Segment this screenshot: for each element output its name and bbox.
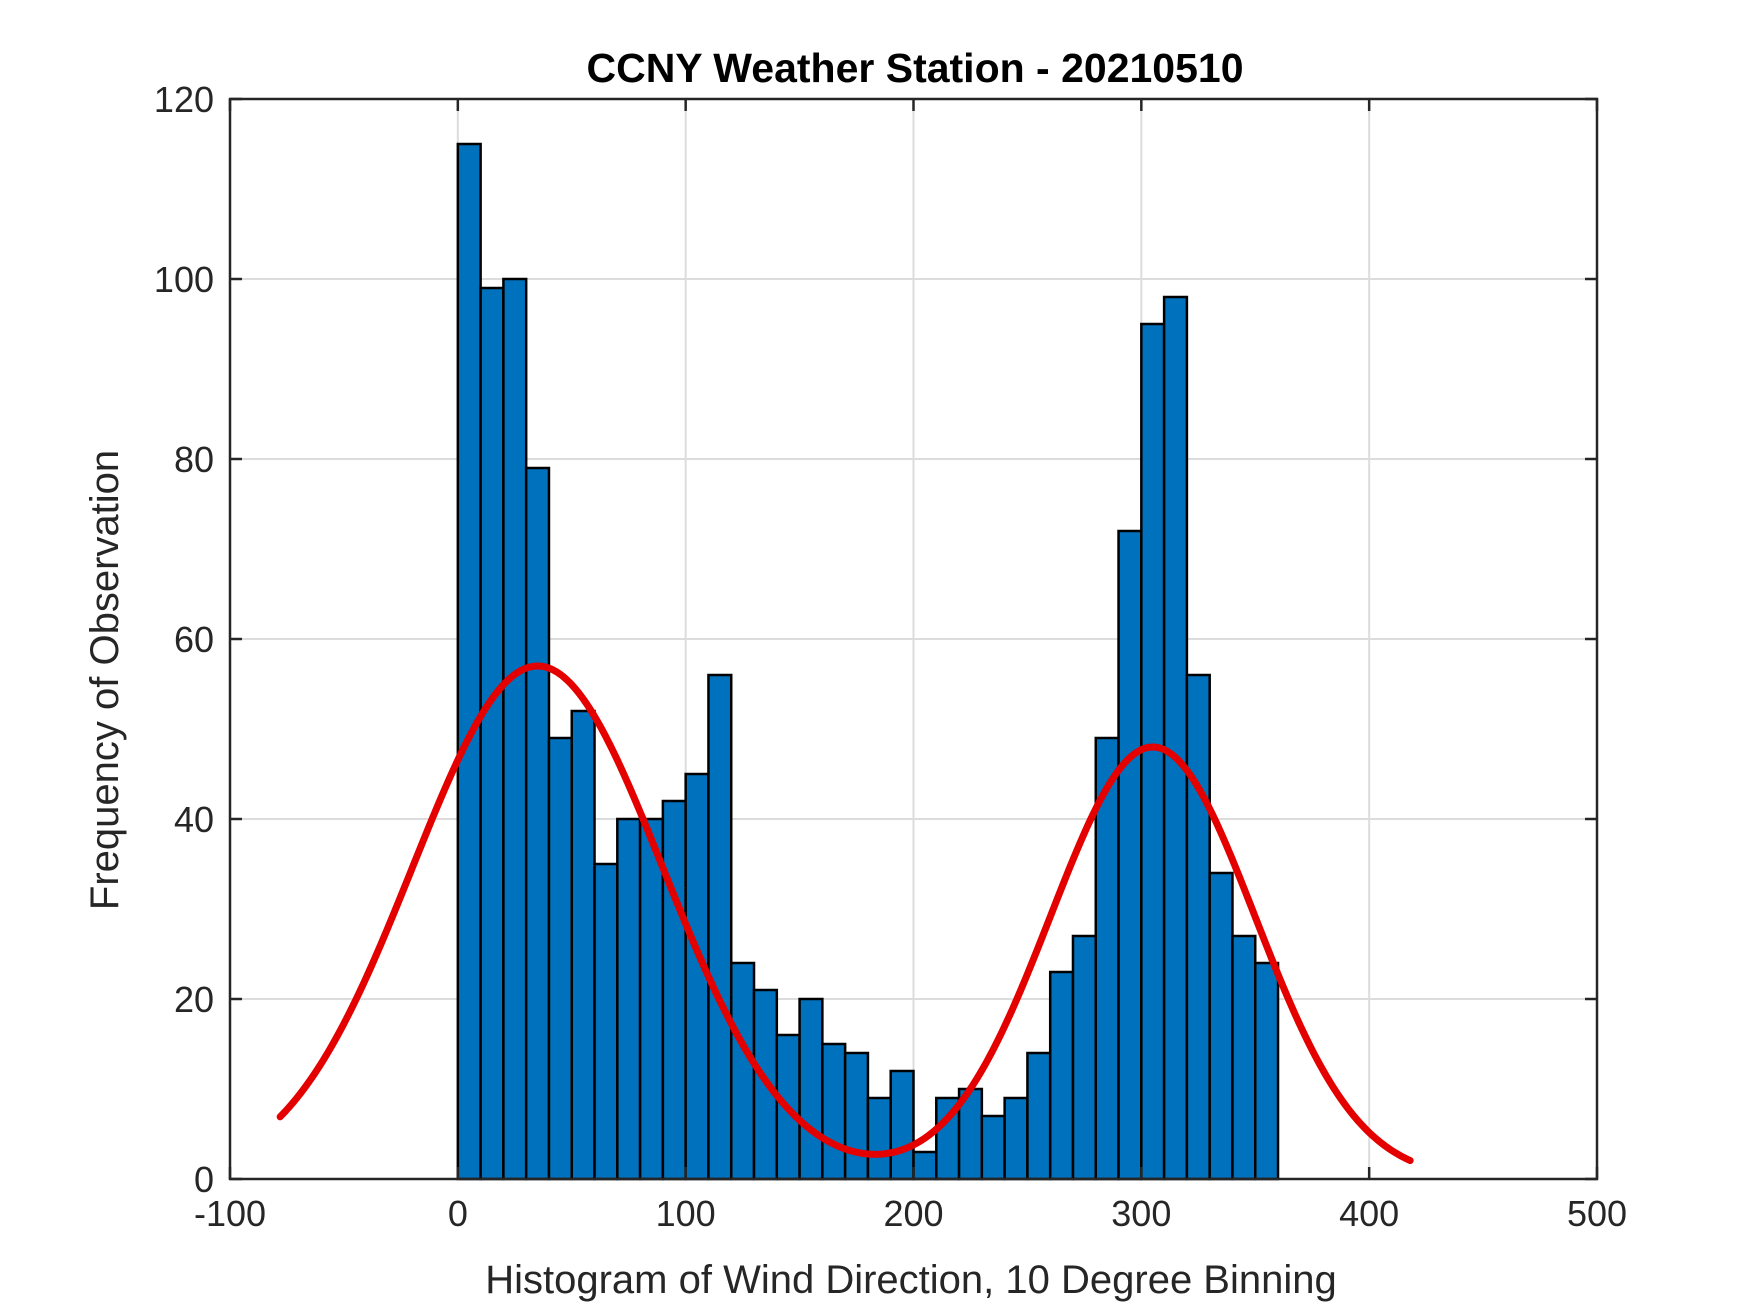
histogram-bar (661, 799, 687, 1181)
y-tick-label: 40 (174, 799, 214, 840)
x-tick-label: 300 (1111, 1193, 1171, 1234)
x-tick-label: 400 (1339, 1193, 1399, 1234)
bars-layer (456, 142, 1280, 1181)
histogram-bar (1026, 1051, 1052, 1181)
histogram-bar (729, 961, 756, 1181)
histogram-bar (479, 286, 505, 1181)
histogram-bar (1048, 970, 1075, 1181)
histogram-bar (1162, 295, 1189, 1181)
histogram-bar (1003, 1096, 1029, 1181)
x-axis-label: Histogram of Wind Direction, 10 Degree B… (485, 1258, 1337, 1302)
y-tick-label: 60 (174, 619, 214, 660)
histogram-bar (593, 862, 619, 1181)
histogram-bar (1231, 934, 1257, 1181)
histogram-bar (843, 1051, 870, 1181)
x-tick-label: 100 (656, 1193, 716, 1234)
histogram-bar (912, 1150, 938, 1181)
histogram-bar (1254, 961, 1280, 1181)
histogram-bar (456, 142, 482, 1181)
histogram-bar (1185, 673, 1211, 1181)
histogram-bar (798, 997, 824, 1181)
histogram-bar (502, 277, 528, 1181)
histogram-bar (1071, 934, 1098, 1181)
histogram-bar (1208, 871, 1234, 1181)
x-tick-label: 0 (448, 1193, 468, 1234)
y-tick-label: 80 (174, 439, 214, 480)
histogram-bar (980, 1114, 1006, 1181)
histogram-bar (1117, 529, 1143, 1181)
histogram-bar (524, 466, 551, 1181)
histogram-bar (570, 709, 596, 1181)
histogram-bar (866, 1096, 892, 1181)
fit-layer (276, 662, 1414, 1165)
x-tick-label: 500 (1567, 1193, 1627, 1234)
grid-layer (230, 99, 1597, 1179)
y-axis-label: Frequency of Observation (83, 450, 127, 910)
histogram-bar (547, 736, 574, 1181)
x-tick-label: 200 (883, 1193, 943, 1234)
y-tick-label: 20 (174, 979, 214, 1020)
y-tick-label: 0 (194, 1159, 214, 1200)
histogram-bar (638, 817, 665, 1181)
histogram-bar (821, 1042, 847, 1181)
histogram-bar (707, 673, 733, 1181)
y-tick-label: 120 (154, 79, 214, 120)
chart-title: CCNY Weather Station - 20210510 (586, 45, 1243, 91)
y-tick-label: 100 (154, 259, 214, 300)
histogram-bar (616, 817, 642, 1181)
fit-curve (276, 662, 1414, 1165)
x-tick-label: -100 (194, 1193, 266, 1234)
histogram-bar (889, 1069, 915, 1181)
